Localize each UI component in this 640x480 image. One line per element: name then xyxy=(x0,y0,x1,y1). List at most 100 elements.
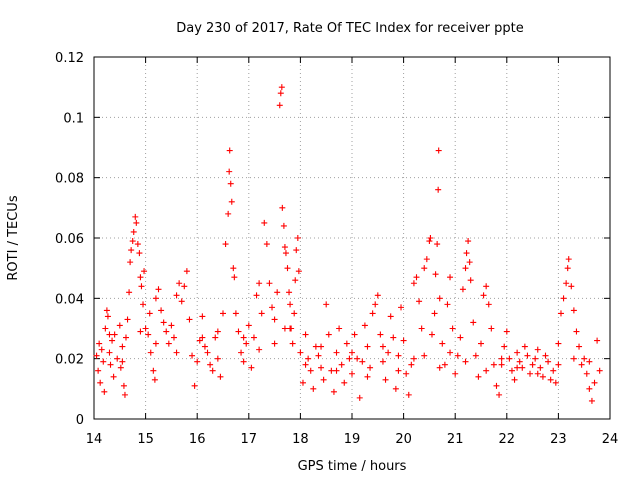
data-point xyxy=(435,147,442,154)
data-point xyxy=(250,334,257,341)
data-point xyxy=(261,219,268,226)
x-tick-label: 23 xyxy=(550,432,567,447)
x-tick-label: 20 xyxy=(395,432,412,447)
data-point xyxy=(110,373,117,380)
data-point xyxy=(418,325,425,332)
data-point xyxy=(130,228,137,235)
data-point xyxy=(379,358,386,365)
data-point xyxy=(416,298,423,305)
data-point xyxy=(392,385,399,392)
data-point xyxy=(436,295,443,302)
data-point xyxy=(176,280,183,287)
data-point xyxy=(377,331,384,338)
data-point xyxy=(403,370,410,377)
data-point xyxy=(488,325,495,332)
data-point xyxy=(276,102,283,109)
data-point xyxy=(315,352,322,359)
data-point xyxy=(516,358,523,365)
data-point xyxy=(454,352,461,359)
data-point xyxy=(439,340,446,347)
y-tick-label: 0.12 xyxy=(55,51,84,66)
data-point xyxy=(462,358,469,365)
data-point xyxy=(212,334,219,341)
data-point xyxy=(349,349,355,356)
data-point xyxy=(266,280,273,287)
data-point xyxy=(583,370,590,377)
data-point xyxy=(341,379,348,386)
data-point xyxy=(155,286,162,293)
data-point xyxy=(367,364,374,371)
data-point xyxy=(565,256,572,263)
data-point xyxy=(104,313,111,320)
data-point xyxy=(122,334,129,341)
data-point xyxy=(209,367,216,374)
data-point xyxy=(145,331,152,338)
data-point xyxy=(405,391,412,398)
data-point xyxy=(586,358,593,365)
chart-title: Day 230 of 2017, Rate Of TEC Index for r… xyxy=(176,21,524,36)
x-tick-label: 21 xyxy=(447,432,464,447)
data-point xyxy=(550,367,557,374)
data-point xyxy=(457,334,464,341)
data-point xyxy=(121,391,128,398)
data-point xyxy=(281,325,288,332)
data-point xyxy=(527,370,534,377)
data-point xyxy=(240,334,247,341)
data-point xyxy=(552,379,559,386)
data-point xyxy=(256,280,263,287)
data-point xyxy=(129,238,136,245)
data-point xyxy=(485,301,492,308)
y-axis-label: ROTI / TECUs xyxy=(6,195,21,280)
data-point xyxy=(435,186,442,193)
data-point xyxy=(524,352,531,359)
data-point xyxy=(141,268,148,275)
data-point xyxy=(423,256,430,263)
data-point xyxy=(243,340,250,347)
data-point xyxy=(297,349,304,356)
data-point xyxy=(570,307,577,314)
x-tick-label: 18 xyxy=(292,432,309,447)
x-tick-label: 15 xyxy=(137,432,154,447)
data-point xyxy=(466,259,473,266)
data-point xyxy=(201,343,208,350)
x-tick-label: 24 xyxy=(602,432,619,447)
data-point xyxy=(496,391,503,398)
data-point xyxy=(274,289,281,296)
data-point xyxy=(354,355,361,362)
data-point xyxy=(109,337,116,344)
data-point xyxy=(576,343,583,350)
data-point xyxy=(126,289,133,296)
data-point xyxy=(289,340,296,347)
data-point xyxy=(279,204,286,211)
data-point xyxy=(564,265,571,272)
data-point xyxy=(271,316,278,323)
data-point xyxy=(506,355,513,362)
data-point xyxy=(395,367,402,374)
data-point xyxy=(258,310,265,317)
data-point xyxy=(226,147,233,154)
data-point xyxy=(106,349,113,356)
data-point xyxy=(346,355,353,362)
data-point xyxy=(214,328,221,335)
data-point xyxy=(490,361,497,368)
data-point xyxy=(96,340,103,347)
data-point xyxy=(369,310,376,317)
data-point xyxy=(586,385,593,392)
data-point xyxy=(508,367,515,374)
data-point xyxy=(286,289,293,296)
data-point xyxy=(463,250,470,257)
data-point xyxy=(124,316,131,323)
x-tick-label: 16 xyxy=(189,432,206,447)
data-point xyxy=(511,376,518,383)
data-point xyxy=(343,340,350,347)
x-axis-label: GPS time / hours xyxy=(298,459,407,474)
data-point xyxy=(291,310,298,317)
data-point xyxy=(299,379,306,386)
data-point xyxy=(103,307,110,314)
y-tick-labels: 0 0.02 0.04 0.06 0.08 0.1 0.12 xyxy=(55,51,84,428)
data-point xyxy=(467,277,474,284)
data-point xyxy=(245,322,252,329)
data-point xyxy=(133,219,140,226)
data-point xyxy=(514,364,521,371)
